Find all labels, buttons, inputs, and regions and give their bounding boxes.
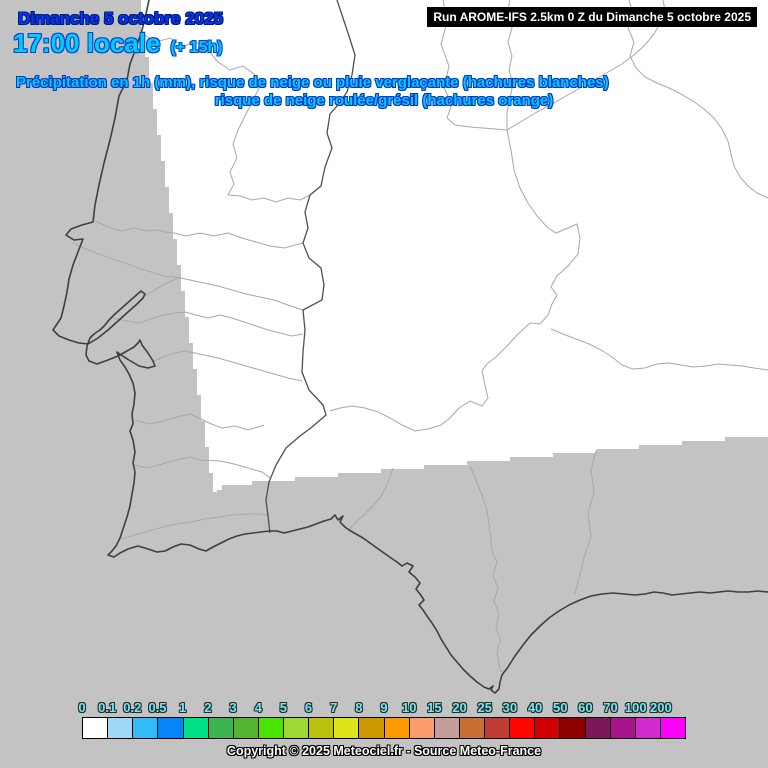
scale-tick-label: 9 <box>380 700 388 715</box>
scale-tick-label: 6 <box>304 700 313 715</box>
scale-tick-label: 20 <box>452 700 467 715</box>
scale-cell <box>182 717 209 739</box>
scale-cell <box>232 717 259 739</box>
scale-tick-label: 0.1 <box>98 700 117 715</box>
scale-tick-label: 0.2 <box>123 700 142 715</box>
scale-tick-label: 4 <box>254 700 262 715</box>
scale-cell <box>609 717 636 739</box>
scale-tick-label: 25 <box>477 700 492 715</box>
scale-cell <box>333 717 360 739</box>
scale-tick-label: 50 <box>552 700 568 715</box>
scale-cell <box>383 717 410 739</box>
scale-cell <box>634 717 661 739</box>
scale-cell <box>534 717 561 739</box>
color-scale: 0 0.1 0.2 0.5 1 2 3 4 5 6 7 8 9 10 15 20 25 30 40 50 60 70 100… <box>78 700 688 742</box>
scale-tick-label: 10 <box>401 700 417 715</box>
scale-cell <box>107 717 134 739</box>
scale-tick-label: 15 <box>427 700 442 715</box>
scale-tick-label: 100 <box>624 700 647 715</box>
scale-cell <box>559 717 586 739</box>
scale-cell <box>408 717 435 739</box>
coastline-path <box>52 0 768 694</box>
scale-cell <box>458 717 485 739</box>
scale-cell <box>132 717 159 739</box>
color-scale-bar <box>82 717 686 739</box>
scale-tick-label: 200 <box>650 700 672 715</box>
scale-tick-label: 70 <box>603 700 618 715</box>
scale-tick-label: 8 <box>355 700 363 715</box>
scale-tick-label: 1 <box>179 700 187 715</box>
subtitle-line1: Précipitation en 1h (mm), risque de neig… <box>16 74 609 91</box>
scale-cell <box>308 717 335 739</box>
time-row: 17:00 locale (+ 15h) <box>13 28 222 59</box>
admin-borders-group <box>72 0 768 673</box>
scale-cell <box>82 717 109 739</box>
scale-tick-label: 2 <box>204 700 212 715</box>
copyright-label: Copyright © 2025 Meteociel.fr - Source M… <box>226 744 542 758</box>
scale-cell <box>584 717 611 739</box>
pt-es-border-path <box>265 0 356 534</box>
scale-tick-label: 40 <box>527 700 543 715</box>
scale-cell <box>358 717 385 739</box>
scale-tick-label: 0.5 <box>148 700 167 715</box>
scale-tick-label: 60 <box>578 700 593 715</box>
scale-cell <box>433 717 460 739</box>
time-label: 17:00 locale <box>13 28 161 58</box>
time-offset-label: (+ 15h) <box>170 39 223 56</box>
scale-tick-label: 0 <box>78 700 86 715</box>
run-banner: Run AROME-IFS 2.5km 0 Z du Dimanche 5 oc… <box>427 7 757 27</box>
scale-tick-label: 7 <box>330 700 338 715</box>
scale-tick-label: 5 <box>279 700 287 715</box>
subtitle-line2: risque de neige roulée/grésil (hachures … <box>214 92 554 109</box>
scale-cell <box>509 717 536 739</box>
scale-cell <box>283 717 310 739</box>
model-domain <box>141 0 768 492</box>
date-label: Dimanche 5 octobre 2025 <box>18 9 224 28</box>
scale-cell <box>157 717 184 739</box>
scale-tick-label: 3 <box>229 700 237 715</box>
scale-cell <box>207 717 234 739</box>
scale-cell <box>257 717 284 739</box>
scale-labels: 0 0.1 0.2 0.5 1 2 3 4 5 6 7 8 9 10 15 20 25 30 40 50 60 70 100… <box>78 700 688 716</box>
scale-cell <box>484 717 511 739</box>
scale-tick-label: 30 <box>502 700 518 715</box>
scale-cell <box>659 717 686 739</box>
